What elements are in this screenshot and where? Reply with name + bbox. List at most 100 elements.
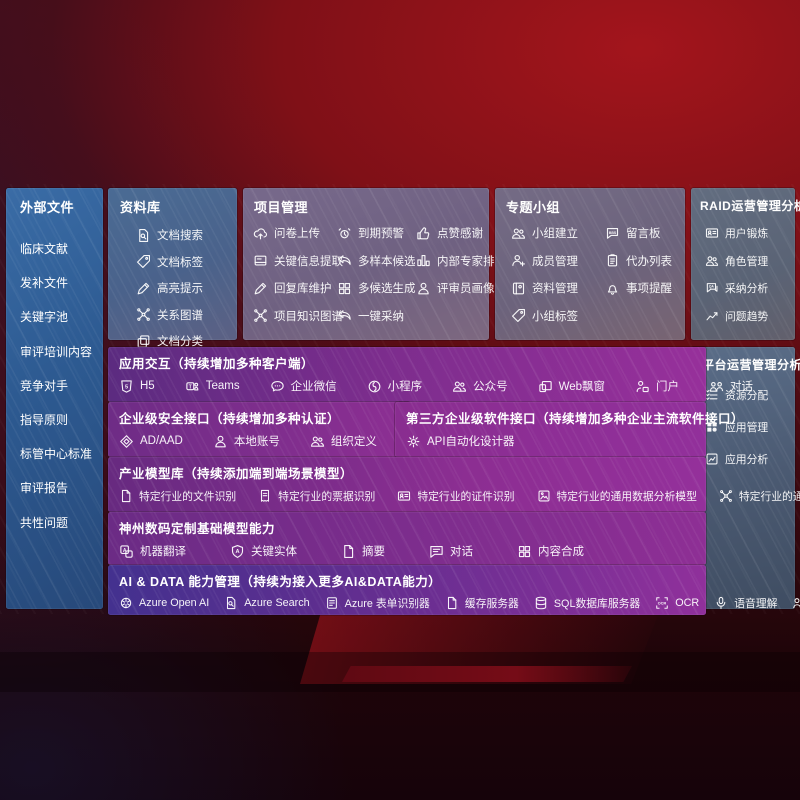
panel-project-management: 项目管理 问卷上传 关键信息提取 回复库维护 项目知识图谱 到期预警 多样本候选… [243, 188, 506, 340]
list-item: 指导原则 [20, 412, 69, 427]
list-item: 摘要 [341, 543, 385, 559]
list-item: 门户 [635, 378, 679, 394]
list-item: 文档标签 [120, 254, 237, 270]
list-item: 应用分析 [705, 451, 768, 467]
project-column-2: 到期预警 多样本候选 多候选生成 一键采纳 [337, 225, 416, 335]
list-item: 特定行业的证件识别 [397, 488, 515, 504]
list-item: 组织定义 [310, 433, 377, 449]
panel-title: 外部文件 [20, 200, 75, 215]
list-item: 缓存服务器 [445, 595, 519, 611]
platform-column: 资源分配 应用管理 应用分析 [705, 387, 768, 483]
list-item: 高亮提示 [120, 280, 237, 296]
relation-graph-icon [136, 307, 151, 322]
band-ai-data-management: AI & DATA 能力管理（持续为接入更多AI&DATA能力） Azure O… [108, 565, 706, 615]
trend-chart-icon [705, 309, 719, 323]
band-items: Azure Open AI Azure Search Azure 表单识别器 缓… [119, 595, 696, 611]
panel-title: 资料库 [120, 200, 161, 215]
list-item: Azure 表单识别器 [325, 595, 430, 611]
web-window-icon [538, 379, 553, 394]
generate-grid-icon [337, 281, 352, 296]
role-people-icon [705, 254, 719, 268]
cache-server-icon [445, 596, 459, 610]
panel-title: 项目管理 [254, 200, 309, 215]
list-item: 项目知识图谱 [253, 308, 343, 324]
band-items: API自动化设计器 [406, 433, 696, 449]
list-item: Azure Open AI [119, 596, 209, 610]
band-title: 产业模型库（持续添加端到端场景模型） [119, 467, 354, 481]
panel-topic-group: 专题小组 小组建立 成员管理 资料管理 小组标签 留言板 代办列表 事项提醒 [495, 188, 685, 340]
list-item: 发补文件 [20, 276, 69, 291]
list-item: OCR [655, 596, 699, 610]
info-extract-icon [253, 253, 268, 268]
list-item: 语音理解 [714, 595, 777, 611]
list-item: 特定行业的票据识别 [258, 488, 375, 504]
list-item: 代办列表 [605, 253, 672, 269]
material-book-icon [511, 281, 526, 296]
user-card-icon [705, 226, 719, 240]
band-industry-models: 产业模型库（持续添加端到端场景模型） 特定行业的文件识别 特定行业的票据识别 特… [108, 457, 800, 512]
miniprogram-icon [367, 379, 382, 394]
compose-grid-icon [517, 544, 532, 559]
list-item: 标管中心标准 [20, 447, 93, 462]
list-item: TTS [792, 596, 800, 610]
list-item: 小组建立 [511, 225, 578, 241]
band-items: H5 Teams 企业微信 小程序 公众号 Web飘窗 门户 对话 [119, 378, 753, 394]
list-item: 资料管理 [511, 280, 578, 296]
cloud-upload-icon [253, 226, 268, 241]
background-dark-band [0, 652, 800, 692]
list-item: 应用管理 [705, 419, 768, 435]
group-column-1: 小组建立 成员管理 资料管理 小组标签 [511, 225, 578, 335]
app-chart-icon [705, 452, 719, 466]
list-item: API自动化设计器 [406, 433, 515, 449]
band-title: 神州数码定制基础模型能力 [119, 522, 276, 536]
graph-model-icon [719, 489, 733, 503]
form-recognizer-icon [325, 596, 339, 610]
list-item: 对话 [429, 543, 473, 559]
panel-title: RAID运营管理分析 [700, 199, 800, 213]
list-item: 关键信息提取 [253, 253, 343, 269]
list-item: 评审员画像 [416, 280, 506, 296]
list-item: 审评报告 [20, 481, 69, 496]
band-thirdparty-interface: 第三方企业级软件接口（持续增加多种企业主流软件接口） API自动化设计器 [395, 402, 745, 457]
list-item: Teams [185, 379, 240, 394]
list-item: 多样本候选 [337, 253, 416, 269]
list-item: 回复库维护 [253, 280, 343, 296]
reply-arrow-icon [337, 253, 352, 268]
list-item: 临床文献 [20, 242, 69, 256]
raid-column: 用户锻炼 角色管理 采纳分析 问题趋势 [705, 225, 768, 335]
list-item: 问题趋势 [705, 308, 768, 324]
list-item: 角色管理 [705, 253, 768, 269]
band-title: 第三方企业级软件接口（持续增加多种企业主流软件接口） [406, 412, 745, 426]
list-item: H5 [119, 379, 155, 394]
list-item: 成员管理 [511, 253, 578, 269]
panel-platform-analysis: 平台运营管理分析 资源分配 应用管理 应用分析 [691, 347, 800, 609]
tts-icon [792, 596, 800, 610]
official-account-icon [452, 379, 467, 394]
entity-shield-icon [230, 544, 245, 559]
band-items: 机器翻译 关键实体 摘要 对话 内容合成 [119, 543, 696, 559]
list-item: 问卷上传 [253, 225, 343, 241]
band-items: AD/AAD 本地账号 组织定义 [119, 433, 400, 449]
id-card-icon [397, 489, 411, 503]
teams-icon [185, 379, 200, 394]
band-security-interface: 企业级安全接口（持续增加多种认证） AD/AAD 本地账号 组织定义 [108, 402, 410, 457]
list-item: 事项提醒 [605, 280, 672, 296]
adopt-arrow-icon [337, 308, 352, 323]
reviewer-profile-icon [416, 281, 431, 296]
reply-edit-icon [253, 281, 268, 296]
list-item: 资源分配 [705, 387, 768, 403]
sql-database-icon [534, 596, 548, 610]
list-item: 多候选生成 [337, 280, 416, 296]
list-item: 本地账号 [213, 433, 280, 449]
list-item: 点赞感谢 [416, 225, 506, 241]
azure-search-icon [224, 596, 238, 610]
chat-icon [429, 544, 444, 559]
local-account-icon [213, 434, 228, 449]
list-item: 采纳分析 [705, 280, 768, 296]
band-digital-china-models: 神州数码定制基础模型能力 机器翻译 关键实体 摘要 对话 内容合成 [108, 512, 706, 565]
tag-icon [136, 254, 151, 269]
list-item: 公众号 [452, 378, 508, 394]
speech-mic-icon [714, 596, 728, 610]
member-add-icon [511, 253, 526, 268]
